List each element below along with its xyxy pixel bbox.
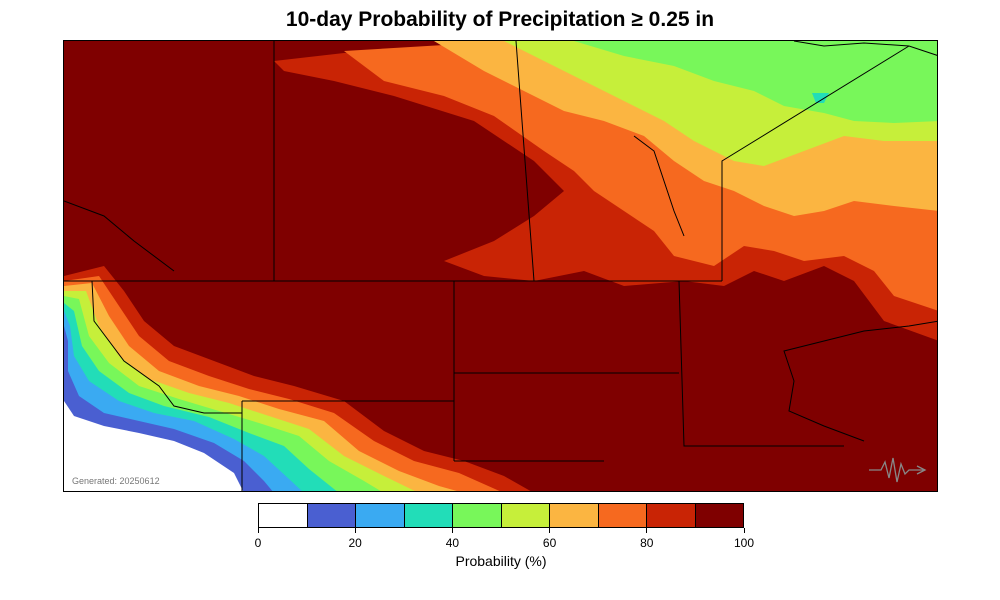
- colorbar-tick-mark: [257, 528, 259, 533]
- colorbar-segment: [259, 504, 308, 527]
- map-region-30-40: [812, 93, 829, 103]
- colorbar-segment: [695, 504, 743, 527]
- colorbar-tick-mark: [743, 528, 745, 533]
- colorbar-tick-label: 100: [733, 536, 755, 550]
- colorbar-tick-mark: [549, 528, 551, 533]
- colorbar-segment: [501, 504, 550, 527]
- colorbar-tick-mark: [354, 528, 356, 533]
- probability-map: [64, 41, 937, 491]
- seismograph-logo-icon: [869, 457, 927, 483]
- boundary-lines: [64, 41, 937, 491]
- colorbar-tick-label: 0: [254, 536, 262, 550]
- chart-title: 10-day Probability of Precipitation ≥ 0.…: [285, 8, 715, 31]
- colorbar-tick-label: 40: [445, 536, 460, 550]
- colorbar-tick-label: 60: [542, 536, 557, 550]
- colorbar-tick-label: 20: [348, 536, 362, 550]
- colorbar-segment: [598, 504, 647, 527]
- colorbar-tick-mark: [646, 528, 648, 533]
- map-region-40-50: [574, 41, 937, 123]
- colorbar-segment: [550, 504, 599, 527]
- colorbar-segment: [404, 504, 453, 527]
- colorbar-segment: [647, 504, 696, 527]
- map-region-0-10-sw: [64, 341, 243, 491]
- colorbar-tick-label: 80: [640, 536, 654, 550]
- colorbar-segment: [307, 504, 356, 527]
- map-region-50-60: [504, 41, 937, 166]
- colorbar-segment: [453, 504, 502, 527]
- colorbar-segment: [356, 504, 405, 527]
- colorbar-label: Probability (%): [455, 553, 547, 569]
- map-panel: Generated: 20250612: [63, 40, 938, 492]
- colorbar: [258, 503, 744, 528]
- colorbar-tick-mark: [451, 528, 453, 533]
- generated-label: Generated: 20250612: [72, 476, 160, 486]
- colorbar-ticks: 0 20 40 60 80 100: [254, 528, 754, 550]
